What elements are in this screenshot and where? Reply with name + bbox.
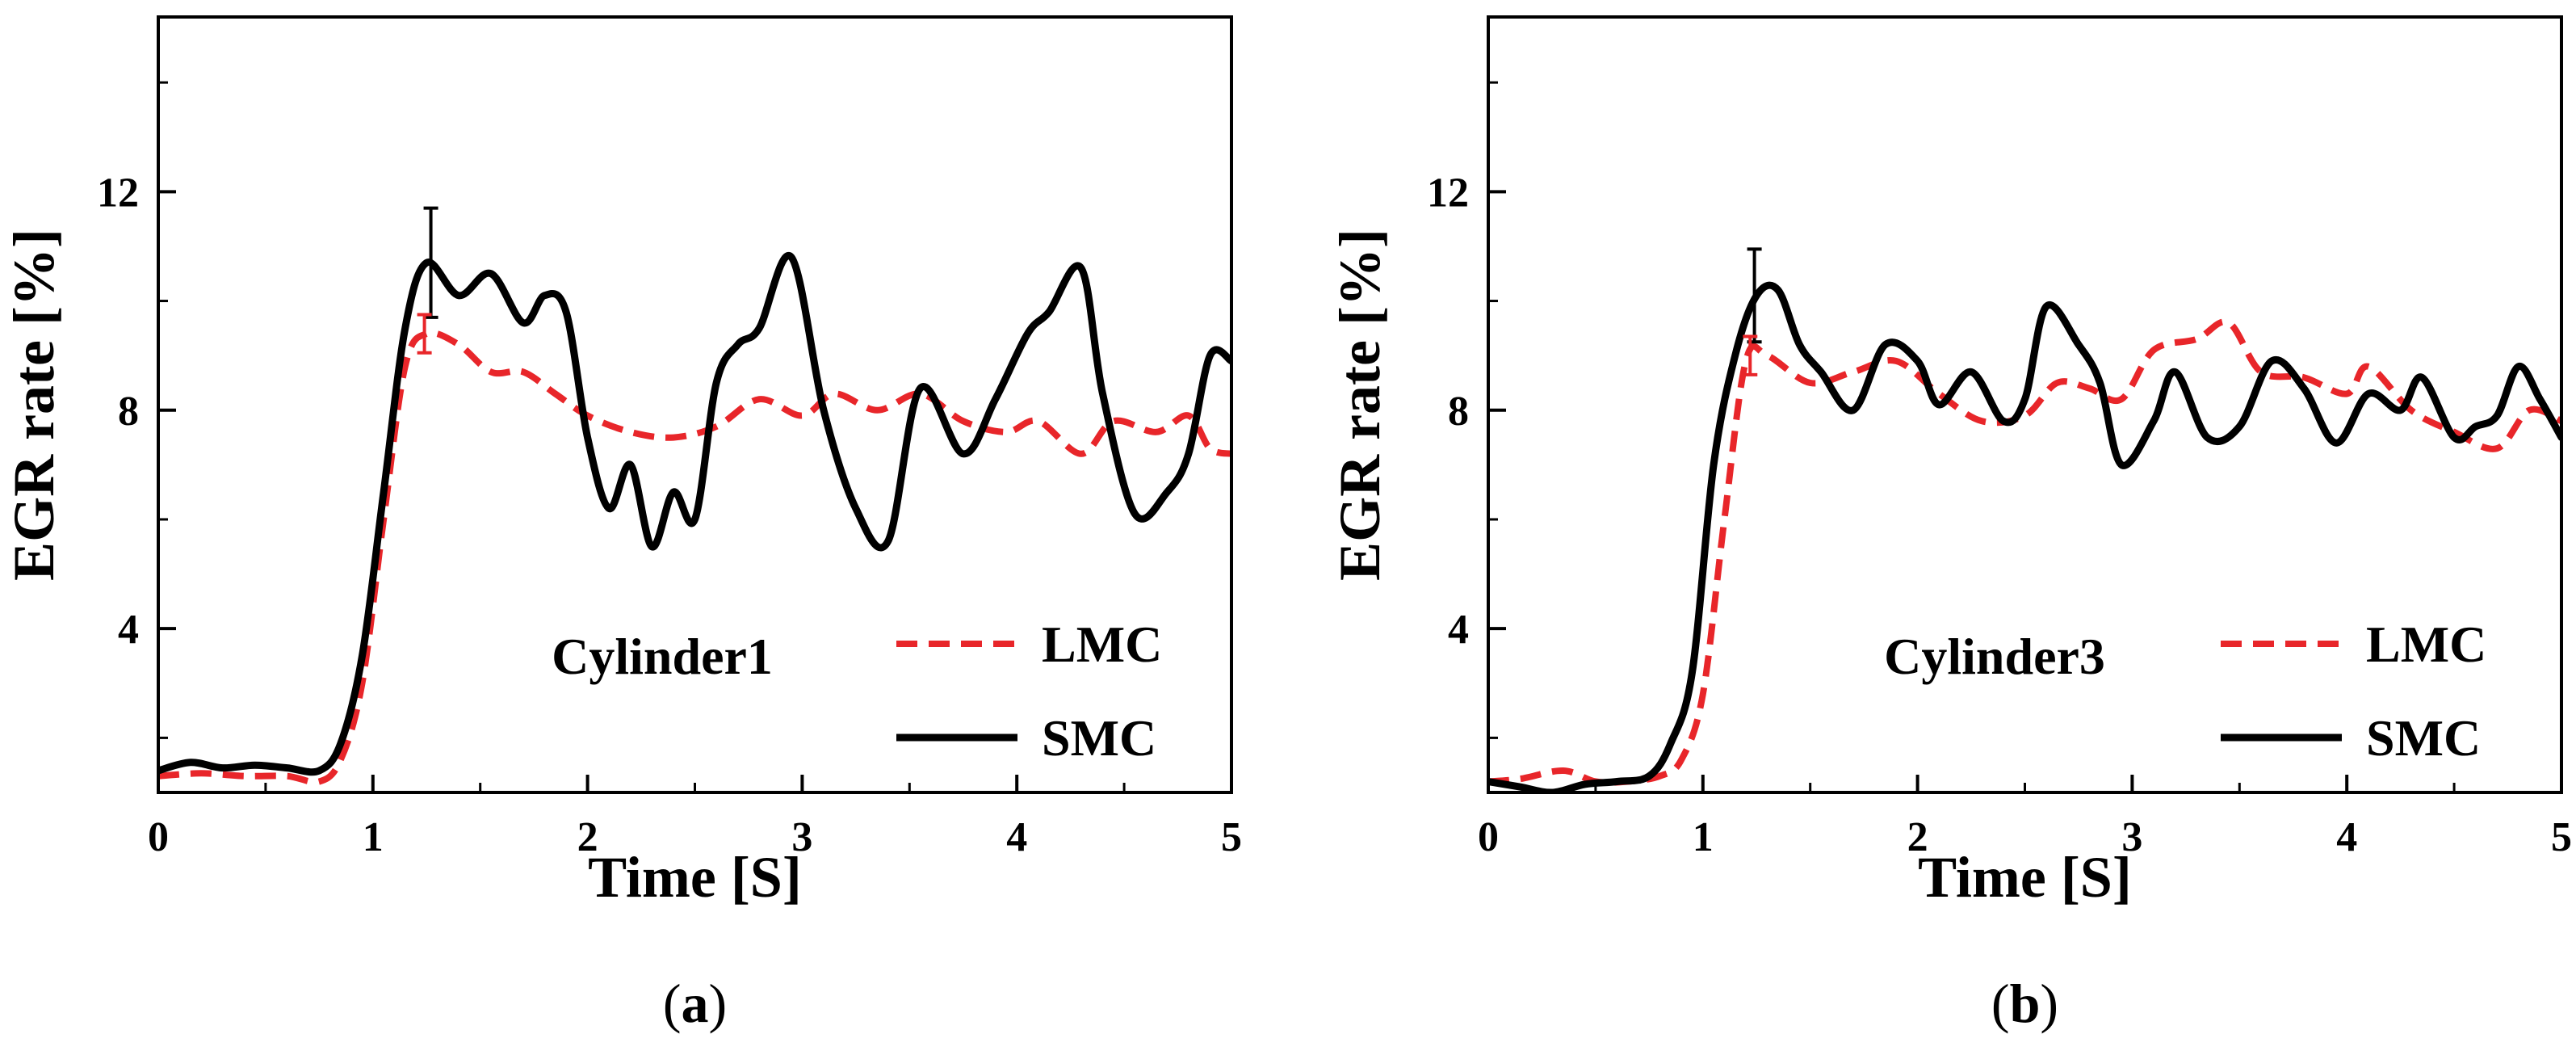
panel-label: (b) [1991,973,2058,1034]
legend-label-smc: SMC [2366,709,2481,767]
y-axis-title: EGR rate [%] [2,229,66,581]
panel-label: (a) [663,973,727,1034]
error-bar-lmc [417,313,432,355]
y-tick-label: 12 [1427,170,1469,216]
panel-label-letter: b [2010,973,2041,1034]
x-tick-label: 1 [363,814,384,860]
series-line-lmc [1488,318,2561,786]
y-tick-label: 4 [1448,607,1469,653]
x-tick-label: 2 [577,814,598,860]
series-line-smc [158,251,1231,776]
legend-label-smc: SMC [1042,709,1156,767]
y-tick-label: 8 [1448,389,1469,435]
cylinder-annotation: Cylinder3 [1884,628,2105,685]
cylinder-annotation: Cylinder1 [552,628,773,685]
x-tick-label: 5 [1221,814,1242,860]
x-axis-title: Time [S] [1918,845,2132,910]
x-tick-label: 0 [1478,814,1499,860]
x-tick-label: 2 [1907,814,1928,860]
legend-label-lmc: LMC [1042,616,1162,673]
panel-label-letter: a [682,973,709,1034]
series-lines [1488,281,2561,792]
y-tick-label: 4 [118,607,139,653]
series-line-smc [1488,281,2561,792]
x-tick-label: 0 [148,814,169,860]
legend: LMC SMC [896,616,1162,767]
x-tick-label: 5 [2551,814,2572,860]
y-tick-label: 12 [97,170,139,216]
legend-label-lmc: LMC [2366,616,2486,673]
x-tick-label: 4 [2336,814,2357,860]
error-bar-lmc [1743,334,1758,376]
x-tick-label: 1 [1693,814,1714,860]
x-axis-title: Time [S] [588,845,802,910]
series-lines [158,251,1231,786]
y-tick-label: 8 [118,389,139,435]
x-tick-label: 3 [791,814,812,860]
y-axis-title: EGR rate [%] [1328,229,1392,581]
x-tick-label: 3 [2121,814,2142,860]
x-tick-label: 4 [1006,814,1027,860]
legend: LMC SMC [2221,616,2486,767]
